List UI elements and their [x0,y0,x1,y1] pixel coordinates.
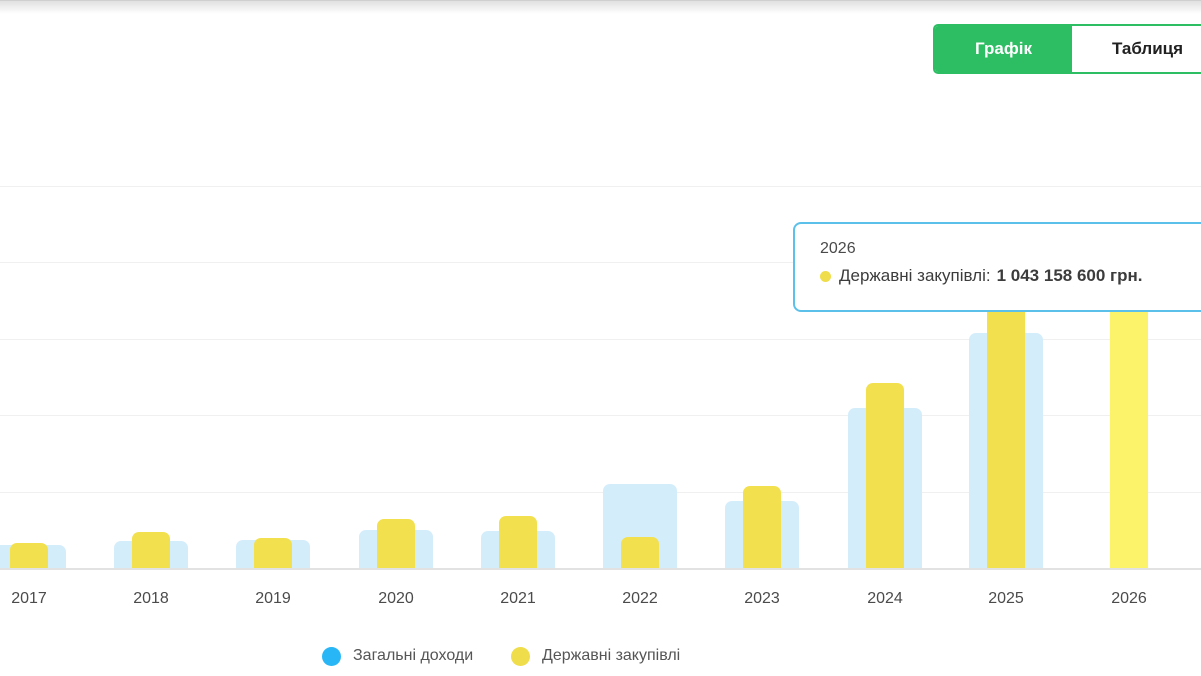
x-axis-label-2022: 2022 [622,590,658,607]
view-toggle: Графік Таблиця [933,24,1201,74]
gridline [0,186,1201,187]
bar-procurement-2018[interactable] [132,532,170,568]
gridline [0,339,1201,340]
gridline [0,492,1201,493]
tab-table[interactable]: Таблиця [1072,26,1201,72]
gridline [0,262,1201,263]
legend-item-income[interactable]: Загальні доходи [322,643,473,669]
x-axis-label-2018: 2018 [133,590,169,607]
x-axis-label-2017: 2017 [11,590,47,607]
bar-procurement-2022[interactable] [621,537,659,568]
tooltip-year: 2026 [820,240,856,257]
x-axis-label-2025: 2025 [988,590,1024,607]
x-axis-label-2026: 2026 [1111,590,1147,607]
tooltip-value: 1 043 158 600 грн. [996,266,1143,285]
procurement-series-dot-icon [820,270,831,282]
top-edge-shadow [0,0,1201,14]
income-legend-dot-icon [322,646,341,666]
gridline [0,415,1201,416]
bar-procurement-2017[interactable] [10,543,48,568]
bar-procurement-2024[interactable] [866,383,904,568]
x-axis-line [0,568,1201,570]
legend-item-procurement[interactable]: Державні закупівлі [511,643,680,669]
x-axis-label-2024: 2024 [867,590,903,607]
x-axis-label-2021: 2021 [500,590,536,607]
x-axis-label-2023: 2023 [744,590,780,607]
chart-tooltip: 2026 Державні закупівлі: 1 043 158 600 г… [793,222,1201,312]
tooltip-row: Державні закупівлі: 1 043 158 600 грн. [820,266,1201,286]
income-legend-label: Загальні доходи [353,647,474,664]
chart-legend: Загальні доходи Державні закупівлі [0,641,1201,669]
bar-procurement-2025[interactable] [987,279,1025,568]
procurement-legend-dot-icon [511,646,530,666]
bar-procurement-2020[interactable] [377,519,415,568]
bar-procurement-2019[interactable] [254,538,292,568]
tab-chart[interactable]: Графік [935,26,1072,72]
procurement-legend-label: Державні закупівлі [542,647,681,664]
x-axis-label-2020: 2020 [378,590,414,607]
x-axis-label-2019: 2019 [255,590,291,607]
bar-procurement-2021[interactable] [499,516,537,568]
bar-procurement-2023[interactable] [743,486,781,568]
tooltip-series-label: Державні закупівлі: [839,266,991,285]
